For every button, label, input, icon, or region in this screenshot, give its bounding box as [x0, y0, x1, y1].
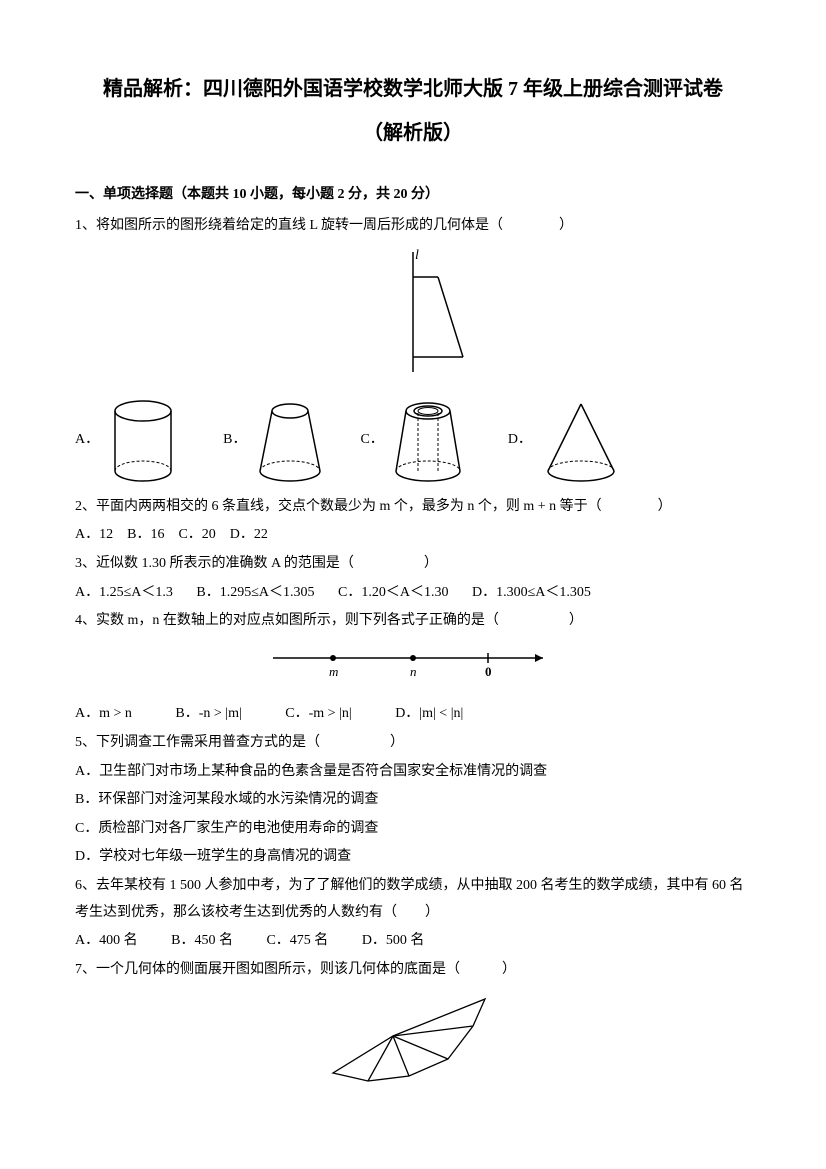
- section-header: 一、单项选择题（本题共 10 小题，每小题 2 分，共 20 分）: [75, 182, 751, 209]
- q6-a: A．400 名: [75, 933, 138, 948]
- q3-b: B．1.295≤A＜1.305: [196, 585, 314, 600]
- axis-label: l: [415, 248, 419, 263]
- q5-d: D．学校对七年级一班学生的身高情况的调查: [75, 844, 751, 871]
- q3-options: A．1.25≤A＜1.3 B．1.295≤A＜1.305 C．1.20＜A＜1.…: [75, 580, 751, 607]
- frustum-icon: [250, 396, 330, 486]
- cone-icon: [536, 396, 626, 486]
- svg-text:0: 0: [485, 664, 492, 679]
- q4-numberline: m n 0: [75, 643, 751, 694]
- q6-b: B．450 名: [171, 933, 233, 948]
- document-subtitle: （解析版）: [75, 114, 751, 152]
- q1-option-d-label: D．: [508, 427, 532, 454]
- question-3: 3、近似数 1.30 所表示的准确数 A 的范围是（ ）: [75, 551, 751, 578]
- q2-options: A．12 B．16 C．20 D．22: [75, 522, 751, 549]
- q4-b: B．-n > |m|: [175, 706, 241, 721]
- q4-c: C．-m > |n|: [285, 706, 351, 721]
- svg-text:m: m: [329, 664, 338, 679]
- document-title: 精品解析：四川德阳外国语学校数学北师大版 7 年级上册综合测评试卷: [75, 70, 751, 108]
- question-1: 1、将如图所示的图形绕着给定的直线 L 旋转一周后形成的几何体是（ ）: [75, 213, 751, 240]
- q6-d: D．500 名: [362, 933, 425, 948]
- question-4: 4、实数 m，n 在数轴上的对应点如图所示，则下列各式子正确的是（ ）: [75, 608, 751, 635]
- q5-b: B．环保部门对淦河某段水域的水污染情况的调查: [75, 787, 751, 814]
- question-2: 2、平面内两两相交的 6 条直线，交点个数最少为 m 个，最多为 n 个，则 m…: [75, 494, 751, 521]
- q3-c: C．1.20＜A＜1.30: [338, 585, 448, 600]
- q5-a: A．卫生部门对市场上某种食品的色素含量是否符合国家安全标准情况的调查: [75, 759, 751, 786]
- q1-figure: l: [75, 247, 751, 388]
- question-7: 7、一个几何体的侧面展开图如图所示，则该几何体的底面是（ ）: [75, 957, 751, 984]
- svg-text:n: n: [410, 664, 417, 679]
- cylinder-icon: [103, 396, 183, 486]
- question-5: 5、下列调查工作需采用普查方式的是（ ）: [75, 730, 751, 757]
- q5-c: C．质检部门对各厂家生产的电池使用寿命的调查: [75, 816, 751, 843]
- q6-options: A．400 名 B．450 名 C．475 名 D．500 名: [75, 928, 751, 955]
- q4-d: D．|m| < |n|: [395, 706, 463, 721]
- q1-option-c-label: C．: [360, 427, 383, 454]
- q3-a: A．1.25≤A＜1.3: [75, 585, 173, 600]
- q4-a: A．m > n: [75, 706, 132, 721]
- q6-c: C．475 名: [266, 933, 328, 948]
- question-6: 6、去年某校有 1 500 人参加中考，为了了解他们的数学成绩，从中抽取 200…: [75, 873, 751, 926]
- q3-d: D．1.300≤A＜1.305: [472, 585, 591, 600]
- q1-option-a-label: A．: [75, 427, 99, 454]
- q1-options: A． B． C．: [75, 396, 751, 486]
- q7-figure: [75, 991, 751, 1102]
- q4-options: A．m > n B．-n > |m| C．-m > |n| D．|m| < |n…: [75, 701, 751, 728]
- q1-option-b-label: B．: [223, 427, 246, 454]
- frustum-hollow-icon: [388, 396, 468, 486]
